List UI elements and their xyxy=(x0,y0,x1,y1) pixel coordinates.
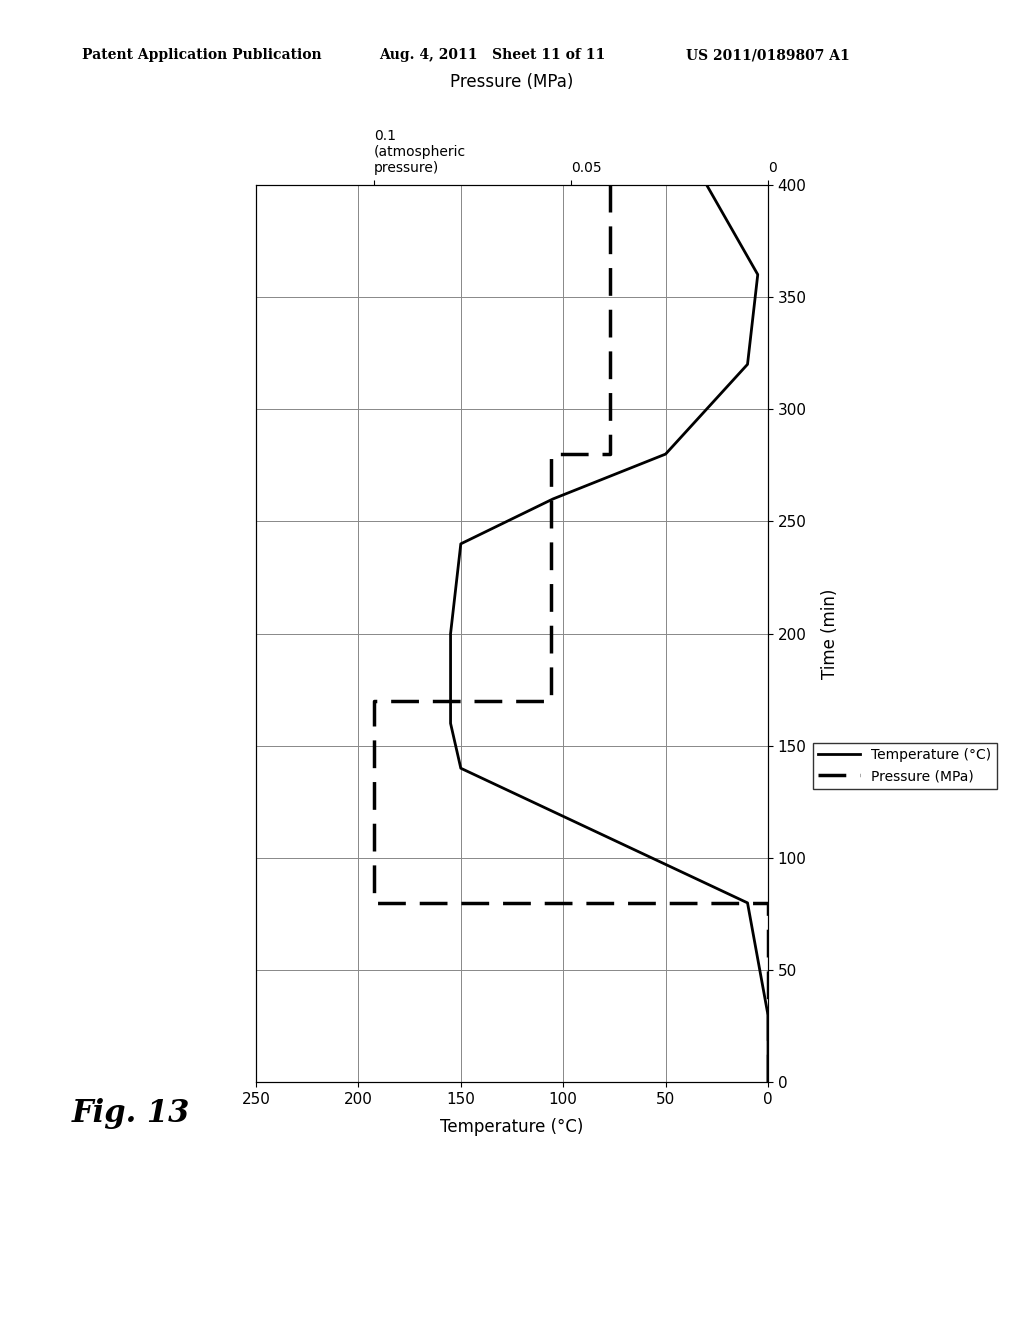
Temperature (°C) xyxy=(455,536,467,552)
Temperature (°C) xyxy=(700,177,713,193)
Temperature (°C) xyxy=(444,715,457,731)
Pressure (MPa) xyxy=(545,446,557,462)
Temperature (°C) xyxy=(741,356,754,372)
Pressure (MPa) xyxy=(368,693,380,709)
Temperature (°C) xyxy=(741,895,754,911)
Pressure (MPa) xyxy=(368,895,380,911)
Temperature (°C) xyxy=(659,446,672,462)
Legend: Temperature (°C), Pressure (MPa): Temperature (°C), Pressure (MPa) xyxy=(813,743,996,788)
Temperature (°C) xyxy=(547,491,559,507)
Pressure (MPa) xyxy=(368,715,380,731)
Line: Pressure (MPa): Pressure (MPa) xyxy=(374,185,768,1082)
Pressure (MPa) xyxy=(545,693,557,709)
X-axis label: Pressure (MPa): Pressure (MPa) xyxy=(451,73,573,91)
Temperature (°C) xyxy=(752,267,764,282)
Temperature (°C) xyxy=(455,760,467,776)
Pressure (MPa) xyxy=(368,715,380,731)
Text: US 2011/0189807 A1: US 2011/0189807 A1 xyxy=(686,49,850,62)
Temperature (°C) xyxy=(444,626,457,642)
X-axis label: Temperature (°C): Temperature (°C) xyxy=(440,1118,584,1137)
Line: Temperature (°C): Temperature (°C) xyxy=(451,185,768,1082)
Pressure (MPa) xyxy=(762,895,774,911)
Temperature (°C) xyxy=(762,1007,774,1023)
Pressure (MPa) xyxy=(604,379,616,395)
Pressure (MPa) xyxy=(604,446,616,462)
Text: Aug. 4, 2011   Sheet 11 of 11: Aug. 4, 2011 Sheet 11 of 11 xyxy=(379,49,605,62)
Text: Patent Application Publication: Patent Application Publication xyxy=(82,49,322,62)
Temperature (°C) xyxy=(762,1074,774,1090)
Pressure (MPa) xyxy=(604,177,616,193)
Text: Fig. 13: Fig. 13 xyxy=(72,1098,190,1129)
Y-axis label: Time (min): Time (min) xyxy=(820,589,839,678)
Pressure (MPa) xyxy=(604,379,616,395)
Pressure (MPa) xyxy=(762,1074,774,1090)
